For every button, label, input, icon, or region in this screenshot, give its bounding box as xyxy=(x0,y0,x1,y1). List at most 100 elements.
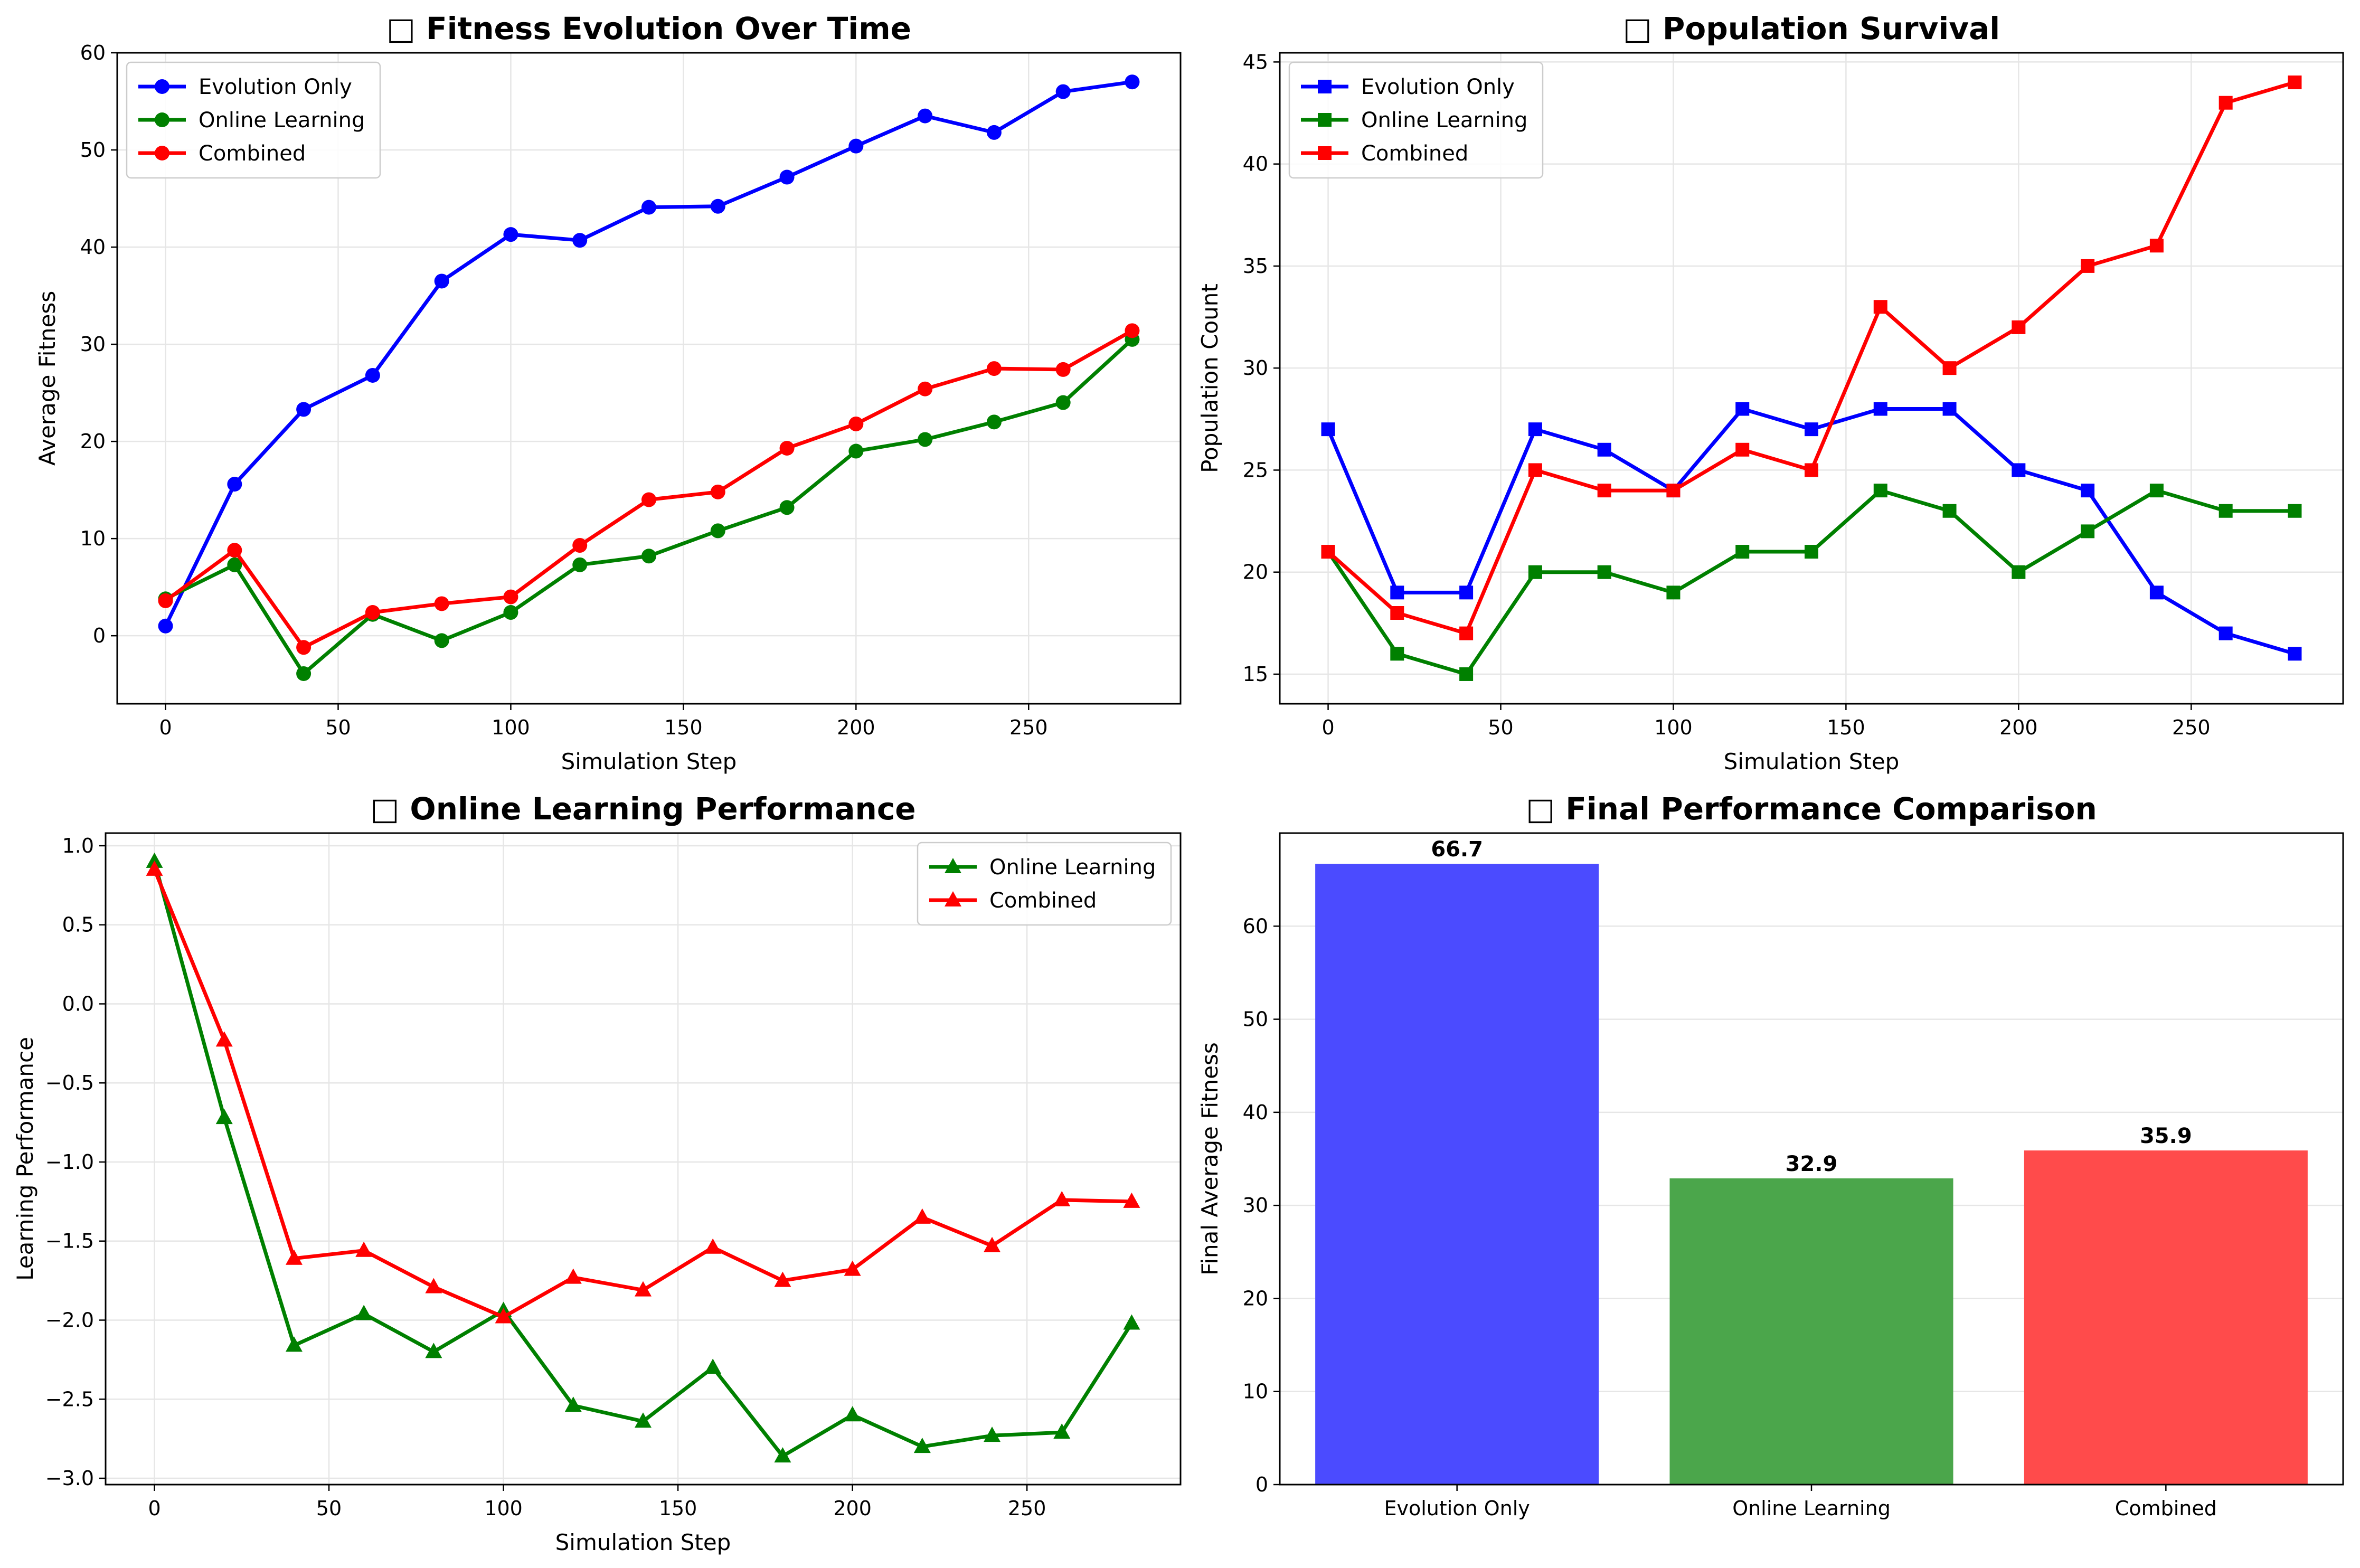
data-point xyxy=(296,666,311,681)
y-tick-label: 15 xyxy=(1243,663,1268,686)
data-point xyxy=(2219,504,2233,518)
data-point xyxy=(704,1238,722,1254)
y-tick-label: 20 xyxy=(1243,561,1268,584)
series-combined xyxy=(146,860,1140,1324)
data-point xyxy=(984,1427,1001,1442)
data-point xyxy=(986,361,1002,376)
data-point xyxy=(503,227,518,242)
legend-label: Online Learning xyxy=(1361,108,1527,133)
legend-swatch-marker xyxy=(945,891,961,906)
legend-swatch-marker xyxy=(1318,146,1332,160)
data-point xyxy=(779,441,795,456)
data-point xyxy=(1735,442,1750,457)
x-tick-label: 50 xyxy=(1488,716,1513,739)
bar-value-label: 35.9 xyxy=(2140,1124,2192,1148)
data-point xyxy=(1805,422,1818,437)
data-point xyxy=(285,1249,303,1265)
series-combined xyxy=(1321,75,2302,640)
data-point xyxy=(1735,402,1750,416)
data-point xyxy=(1123,1314,1140,1330)
x-tick-label: 250 xyxy=(2172,716,2211,739)
data-point xyxy=(774,1447,791,1463)
data-point xyxy=(1459,626,1474,640)
y-tick-label: −3.0 xyxy=(45,1467,94,1490)
legend-label: Combined xyxy=(1361,141,1468,166)
data-point xyxy=(425,1343,442,1358)
x-tick-label: 200 xyxy=(833,1497,872,1520)
data-point xyxy=(1597,484,1611,498)
data-point xyxy=(1055,84,1071,99)
y-tick-label: 40 xyxy=(1243,1101,1268,1124)
x-tick-label: 50 xyxy=(316,1497,342,1520)
data-point xyxy=(434,633,449,648)
data-point xyxy=(1873,484,1887,498)
data-point xyxy=(641,549,656,564)
legend-label: Combined xyxy=(199,141,306,166)
data-point xyxy=(1321,545,1335,559)
data-point xyxy=(215,1031,233,1047)
data-point xyxy=(1123,1192,1140,1208)
x-axis-label: Simulation Step xyxy=(555,1529,731,1555)
series-online-learning xyxy=(1321,484,2302,681)
data-point xyxy=(1125,74,1140,90)
x-axis-label: Simulation Step xyxy=(1724,749,1900,774)
data-point xyxy=(710,199,725,214)
legend-label: Combined xyxy=(989,889,1097,913)
legend-label: Evolution Only xyxy=(1361,75,1515,99)
data-point xyxy=(572,233,588,248)
data-point xyxy=(2219,626,2233,640)
data-point xyxy=(1873,402,1887,416)
y-tick-label: −0.5 xyxy=(45,1071,94,1094)
y-axis-label: Final Average Fitness xyxy=(1197,1042,1223,1275)
y-tick-label: 10 xyxy=(1243,1380,1268,1403)
data-point xyxy=(918,381,933,396)
data-point xyxy=(986,125,1002,140)
y-tick-label: 25 xyxy=(1243,458,1268,481)
data-point xyxy=(564,1396,582,1412)
legend-label: Online Learning xyxy=(989,855,1156,880)
series-combined xyxy=(158,323,1140,655)
data-point xyxy=(1666,585,1681,600)
legend-label: Online Learning xyxy=(199,108,365,133)
axes-frame xyxy=(1279,832,2344,1486)
data-point xyxy=(641,200,656,215)
y-tick-label: −1.0 xyxy=(45,1150,94,1174)
x-tick-label: 0 xyxy=(1321,716,1334,739)
y-tick-label: 40 xyxy=(80,235,106,259)
y-tick-label: 10 xyxy=(80,527,106,550)
data-point xyxy=(2081,259,2095,273)
bar-2 xyxy=(1669,1178,1953,1485)
y-tick-label: 30 xyxy=(80,333,106,356)
chart-panel-2: 15 20 25 30 35 40 45 0 50 100 150 200 250 Evolution O… xyxy=(1197,11,2344,774)
data-point xyxy=(2288,75,2302,90)
data-point xyxy=(296,640,311,655)
y-tick-label: −1.5 xyxy=(45,1230,94,1253)
x-tick-label: 200 xyxy=(837,716,875,739)
x-tick-label: 100 xyxy=(492,716,530,739)
legend: Evolution Only Online Learning Combined xyxy=(126,61,381,179)
x-tick-label: Evolution Only xyxy=(1384,1497,1530,1520)
bar-value-label: 66.7 xyxy=(1431,837,1483,862)
data-point xyxy=(434,596,449,611)
data-point xyxy=(779,169,795,185)
data-point xyxy=(848,443,864,459)
legend: Evolution Only Online Learning Combined xyxy=(1288,61,1544,179)
data-point xyxy=(215,1109,233,1125)
x-tick-label: Online Learning xyxy=(1732,1497,1891,1520)
data-point xyxy=(844,1260,861,1276)
data-point xyxy=(1055,362,1071,377)
data-point xyxy=(2149,484,2164,498)
legend-swatch-marker xyxy=(155,112,169,127)
data-point xyxy=(1805,463,1818,477)
data-point xyxy=(1597,442,1611,457)
data-point xyxy=(2012,565,2026,579)
x-tick-label: 0 xyxy=(159,716,172,739)
legend-swatch-marker xyxy=(945,858,961,873)
y-tick-label: 0.0 xyxy=(62,992,94,1015)
bar-3 xyxy=(2024,1150,2308,1485)
series-online-learning xyxy=(146,852,1140,1463)
x-tick-label: 50 xyxy=(325,716,351,739)
data-point xyxy=(158,593,173,608)
data-point xyxy=(848,416,864,431)
y-tick-label: 50 xyxy=(1243,1008,1268,1031)
